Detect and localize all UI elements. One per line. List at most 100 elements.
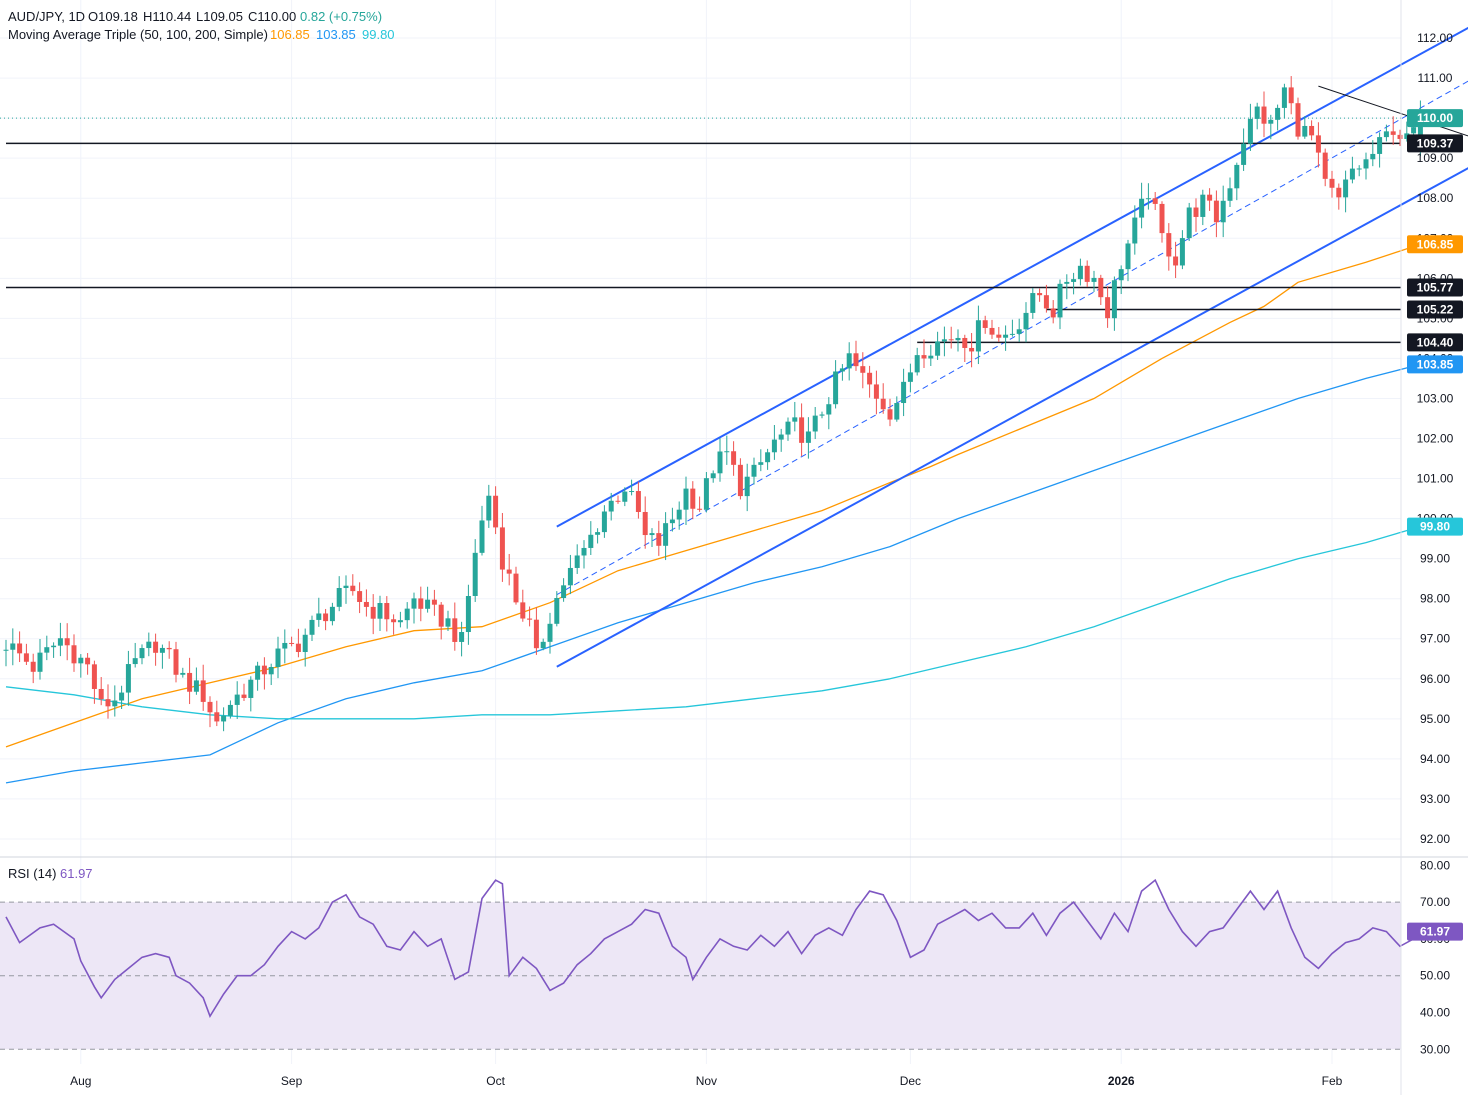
candle-body (357, 591, 363, 602)
rsi-title[interactable]: RSI (14) (8, 866, 56, 881)
candle-body (57, 638, 63, 646)
rsi-last-tag: 61.97 (1420, 925, 1450, 939)
level-tag-109.37: 109.37 (1417, 136, 1454, 150)
trendlines[interactable] (556, 2, 1468, 668)
chart-header: AUD/JPY, 1D O109.18 H110.44 L109.05 C110… (8, 9, 395, 42)
candle-body (527, 618, 533, 620)
candle-body (1377, 137, 1383, 154)
channel-mid-line[interactable] (556, 62, 1468, 596)
candle-body (710, 473, 716, 479)
candle-body (547, 623, 553, 642)
candle-body (1193, 207, 1199, 217)
channel-lower-line[interactable] (556, 142, 1468, 668)
candlesticks (3, 76, 1423, 732)
candle-body (71, 645, 77, 664)
ma50-line (5, 243, 1421, 748)
candle-body (391, 619, 397, 623)
candle-body (1152, 198, 1158, 204)
candle-body (989, 327, 995, 335)
candle-body (479, 520, 485, 553)
ma-tag-103.85: 103.85 (1417, 357, 1454, 371)
candle-body (1125, 243, 1131, 270)
candle-body (975, 320, 981, 352)
candle-body (663, 523, 669, 546)
candle-body (826, 404, 832, 415)
candle-body (187, 672, 193, 692)
ma100-line (5, 363, 1421, 784)
channel-upper-line[interactable] (556, 2, 1468, 528)
price-tick-label: 101.00 (1417, 472, 1454, 486)
candle-body (901, 381, 907, 404)
candle-body (459, 632, 465, 642)
candle-body (758, 462, 764, 465)
candle-body (533, 619, 539, 649)
candle-body (159, 647, 165, 653)
candle-body (139, 648, 145, 659)
triangle-top-line[interactable] (1318, 85, 1468, 138)
ma-tag-103.85-bg (1407, 355, 1463, 374)
candle-body (78, 657, 84, 664)
symbol-title[interactable]: AUD/JPY, 1D (8, 9, 85, 24)
candle-body (676, 509, 682, 520)
candle-body (860, 366, 866, 373)
candle-body (1064, 281, 1070, 284)
candle-body (1077, 265, 1083, 280)
candle-body (91, 664, 97, 689)
candle-body (17, 643, 23, 654)
candle-body (554, 598, 560, 624)
candle-body (193, 680, 199, 692)
level-tag-105.77: 105.77 (1417, 281, 1454, 295)
candle-body (1132, 217, 1138, 244)
price-tick-label: 96.00 (1420, 672, 1450, 686)
candle-body (1404, 133, 1410, 139)
candle-body (146, 641, 152, 649)
candle-body (1254, 106, 1260, 119)
candle-body (227, 704, 233, 716)
ma50-value: 106.85 (270, 27, 310, 42)
candle-body (1043, 295, 1049, 309)
candle-body (1003, 334, 1009, 338)
candle-body (635, 491, 641, 512)
price-tick-label: 94.00 (1420, 752, 1450, 766)
candle-body (880, 398, 886, 410)
candle-body (200, 680, 206, 702)
candle-body (819, 414, 825, 416)
candle-body (1363, 159, 1369, 169)
candle-body (839, 368, 845, 372)
candle-body (1383, 131, 1389, 138)
level-tag-105.77-bg (1407, 278, 1463, 297)
rsi-tick-label: 50.00 (1420, 969, 1450, 983)
rsi-band (0, 901, 1401, 1050)
price-tick-label: 112.00 (1417, 31, 1453, 45)
candle-body (23, 653, 29, 662)
candle-body (1200, 194, 1206, 217)
price-tick-label: 98.00 (1420, 592, 1450, 606)
candle-body (744, 476, 750, 497)
candle-body (445, 618, 451, 627)
candle-body (329, 606, 335, 622)
candle-body (785, 421, 791, 435)
candle-body (1173, 256, 1179, 266)
candle-body (248, 679, 254, 698)
candle-body (649, 533, 655, 536)
rsi-series-line (5, 878, 1421, 1019)
candle-body (1329, 178, 1335, 188)
candle-body (221, 715, 227, 722)
candle-body (255, 665, 261, 680)
candle-body (85, 657, 91, 665)
horizontal-levels[interactable] (0, 117, 1401, 344)
candle-body (1261, 106, 1267, 124)
candle-body (778, 434, 784, 440)
candle-body (1234, 164, 1240, 189)
level-tag-104.40: 104.40 (1417, 335, 1454, 349)
candle-body (697, 508, 703, 510)
ohlc-high: H110.44 (143, 9, 191, 24)
candle-body (180, 672, 186, 675)
candle-body (1295, 103, 1301, 137)
ma-indicator-title[interactable]: Moving Average Triple (50, 100, 200, Sim… (8, 27, 268, 42)
candle-body (948, 339, 954, 341)
price-tick-label: 103.00 (1417, 391, 1454, 405)
candle-body (1037, 293, 1043, 296)
candle-body (928, 355, 934, 359)
